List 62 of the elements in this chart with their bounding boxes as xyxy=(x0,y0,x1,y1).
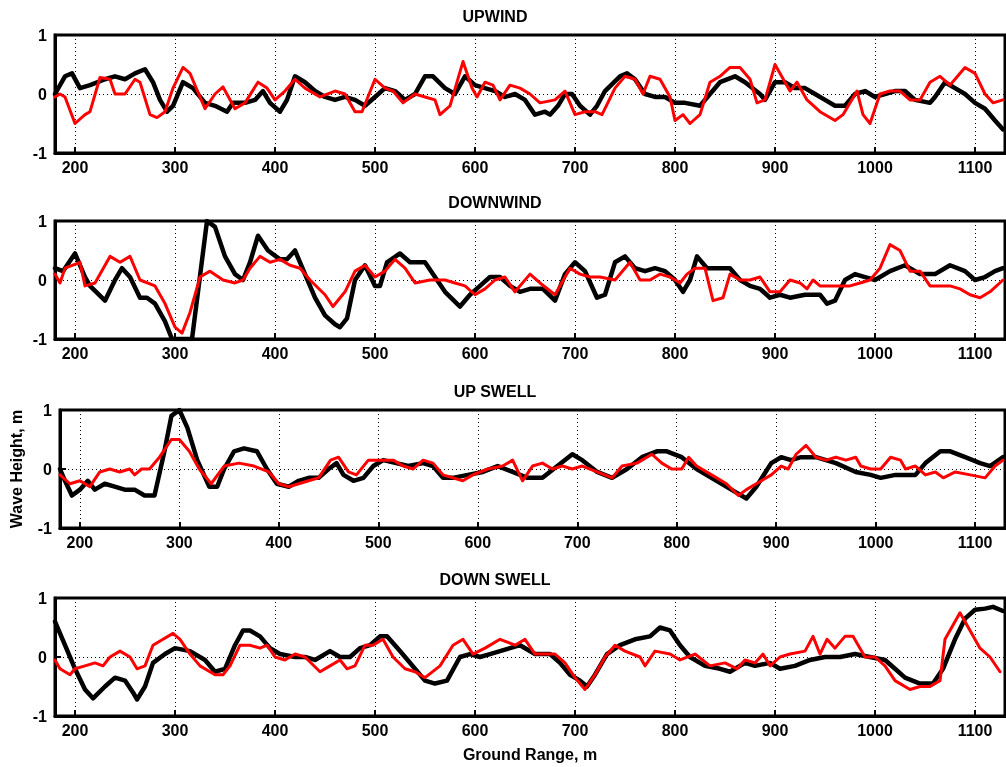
x-tick-label: 600 xyxy=(464,533,492,551)
x-tick-label: 400 xyxy=(265,533,293,551)
x-tick-label: 1100 xyxy=(957,344,993,362)
y-tick-label: 1 xyxy=(38,589,48,607)
x-tick-label: 900 xyxy=(761,158,789,176)
y-tick-label: 0 xyxy=(38,85,48,103)
y-tick-label: 0 xyxy=(43,460,53,478)
y-tick-label: 1 xyxy=(38,212,48,230)
line-series xyxy=(53,60,1005,125)
x-tick-label: 900 xyxy=(761,344,789,362)
x-tick-label: 900 xyxy=(762,533,790,551)
x-tick-label: 400 xyxy=(261,344,289,362)
x-tick-label: 1000 xyxy=(857,721,893,739)
y-tick-label: -1 xyxy=(32,144,48,162)
line-series xyxy=(53,611,1002,691)
line-series xyxy=(58,438,1005,498)
x-tick-label: 300 xyxy=(161,721,189,739)
x-tick-label: 500 xyxy=(361,344,389,362)
x-tick-label: 1100 xyxy=(957,533,993,551)
x-tick-label: 800 xyxy=(663,533,691,551)
x-axis-title: Ground Range, m xyxy=(462,745,598,763)
x-tick-label: 700 xyxy=(561,721,589,739)
x-tick-label: 800 xyxy=(661,721,689,739)
x-tick-label: 600 xyxy=(461,721,489,739)
x-tick-label: 200 xyxy=(66,533,94,551)
y-tick-label: 0 xyxy=(38,271,48,289)
y-tick-label: 0 xyxy=(38,648,48,666)
x-tick-label: 700 xyxy=(561,344,589,362)
x-tick-label: 400 xyxy=(261,721,289,739)
chart-title: DOWNWIND xyxy=(448,193,542,211)
chart-title: DOWN SWELL xyxy=(439,570,551,588)
y-tick-label: 1 xyxy=(38,26,48,44)
x-tick-label: 1100 xyxy=(957,721,993,739)
x-tick-label: 300 xyxy=(161,158,189,176)
x-tick-label: 400 xyxy=(261,158,289,176)
x-tick-label: 500 xyxy=(364,533,392,551)
x-tick-label: 1000 xyxy=(857,344,893,362)
y-axis-title: Wave Height, m xyxy=(7,409,25,529)
y-tick-label: -1 xyxy=(37,519,53,537)
x-tick-label: 500 xyxy=(361,158,389,176)
x-tick-label: 600 xyxy=(461,158,489,176)
chart-title: UP SWELL xyxy=(453,382,537,400)
line-series xyxy=(53,243,1005,335)
x-tick-label: 500 xyxy=(361,721,389,739)
x-tick-label: 200 xyxy=(61,721,89,739)
x-tick-label: 1100 xyxy=(957,158,993,176)
chart-title: UPWIND xyxy=(462,7,528,25)
x-tick-label: 200 xyxy=(61,344,89,362)
x-tick-label: 800 xyxy=(661,344,689,362)
x-tick-label: 700 xyxy=(563,533,591,551)
x-tick-label: 300 xyxy=(161,344,189,362)
x-tick-label: 200 xyxy=(61,158,89,176)
y-tick-label: -1 xyxy=(32,330,48,348)
x-tick-label: 800 xyxy=(661,158,689,176)
x-tick-label: 1000 xyxy=(857,533,894,551)
x-tick-label: 900 xyxy=(761,721,789,739)
x-tick-label: 700 xyxy=(561,158,589,176)
x-tick-label: 1000 xyxy=(857,158,893,176)
x-tick-label: 600 xyxy=(461,344,489,362)
y-tick-label: 1 xyxy=(43,401,53,419)
x-tick-label: 300 xyxy=(166,533,193,551)
y-tick-label: -1 xyxy=(32,707,48,725)
